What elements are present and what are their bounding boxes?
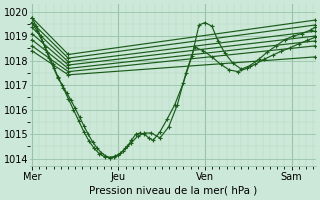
X-axis label: Pression niveau de la mer( hPa ): Pression niveau de la mer( hPa ) bbox=[89, 186, 257, 196]
